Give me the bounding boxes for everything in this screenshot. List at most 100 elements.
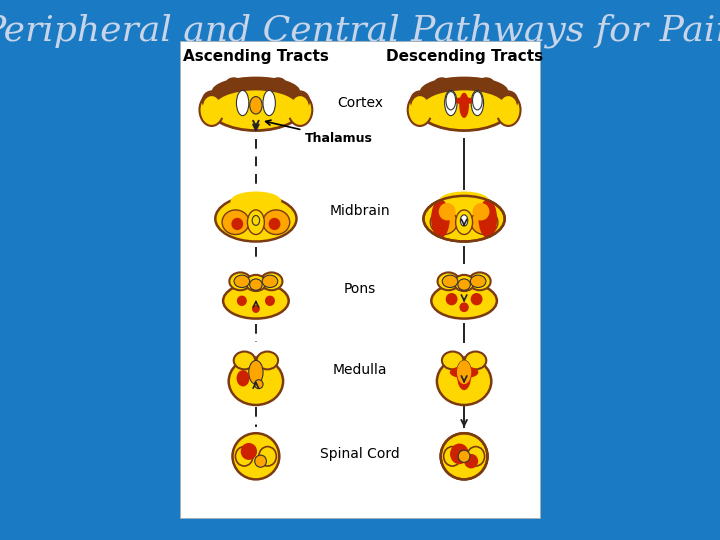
Ellipse shape [248,210,264,234]
Ellipse shape [423,196,505,241]
Ellipse shape [222,210,249,234]
Ellipse shape [237,370,249,387]
Ellipse shape [450,443,469,464]
Ellipse shape [234,352,255,369]
Ellipse shape [207,80,305,131]
Text: Descending Tracts: Descending Tracts [385,49,543,64]
Ellipse shape [262,275,278,287]
Ellipse shape [225,80,243,94]
Ellipse shape [467,447,485,466]
Ellipse shape [263,210,289,234]
Ellipse shape [479,77,494,87]
Ellipse shape [454,275,474,291]
Ellipse shape [496,94,521,126]
Ellipse shape [229,357,283,405]
Ellipse shape [250,97,262,114]
Ellipse shape [269,218,280,230]
Ellipse shape [420,77,508,106]
Text: Pons: Pons [344,282,376,296]
Ellipse shape [215,196,297,241]
FancyBboxPatch shape [181,40,539,518]
Ellipse shape [270,77,286,87]
Ellipse shape [236,90,249,116]
Ellipse shape [457,361,472,390]
Ellipse shape [470,275,486,287]
Ellipse shape [288,94,312,126]
Text: Cortex: Cortex [337,96,383,110]
Ellipse shape [203,96,220,119]
Ellipse shape [292,96,309,119]
Ellipse shape [441,433,487,480]
Ellipse shape [437,357,491,405]
Ellipse shape [469,272,490,290]
Ellipse shape [465,352,486,369]
Ellipse shape [223,283,289,319]
Ellipse shape [434,77,450,87]
Ellipse shape [498,90,518,111]
Ellipse shape [444,447,462,466]
Ellipse shape [459,302,469,312]
Ellipse shape [411,96,428,119]
Ellipse shape [471,90,484,116]
Ellipse shape [230,272,251,290]
Ellipse shape [246,275,266,291]
Text: Spinal Cord: Spinal Cord [320,447,400,461]
Text: Peripheral and Central Pathways for Pain: Peripheral and Central Pathways for Pain [0,14,720,48]
Ellipse shape [471,293,482,305]
Ellipse shape [458,450,470,462]
Ellipse shape [438,272,459,290]
Text: Ascending Tracts: Ascending Tracts [183,49,329,64]
Ellipse shape [290,90,310,111]
Ellipse shape [263,90,275,116]
Ellipse shape [250,279,262,290]
Ellipse shape [248,361,263,384]
Ellipse shape [479,199,497,238]
Ellipse shape [438,203,456,220]
Ellipse shape [199,94,224,126]
Ellipse shape [450,366,478,378]
Ellipse shape [233,433,279,480]
Ellipse shape [471,210,498,234]
Ellipse shape [237,295,247,306]
Text: Thalamus: Thalamus [266,120,373,145]
Ellipse shape [231,218,243,230]
Ellipse shape [269,80,287,94]
Ellipse shape [442,275,458,287]
Ellipse shape [477,80,495,94]
Ellipse shape [212,77,300,106]
Ellipse shape [431,199,450,238]
Ellipse shape [464,454,478,469]
Ellipse shape [408,94,432,126]
Ellipse shape [252,215,260,225]
Ellipse shape [255,455,266,467]
Ellipse shape [457,361,472,384]
Ellipse shape [433,80,451,94]
Ellipse shape [202,90,222,111]
Ellipse shape [453,97,475,104]
Ellipse shape [458,279,470,290]
Ellipse shape [442,352,464,369]
Ellipse shape [438,192,490,211]
Ellipse shape [422,90,506,125]
Ellipse shape [431,283,497,319]
Ellipse shape [234,275,250,287]
Ellipse shape [431,210,457,234]
Ellipse shape [459,93,469,118]
Ellipse shape [446,91,456,110]
Ellipse shape [214,90,298,125]
Ellipse shape [261,272,282,290]
Ellipse shape [265,295,275,306]
Ellipse shape [226,77,241,87]
Ellipse shape [446,293,457,305]
Ellipse shape [258,447,276,466]
Ellipse shape [254,380,263,389]
Ellipse shape [460,215,468,226]
Ellipse shape [472,203,490,220]
Ellipse shape [235,447,253,466]
Ellipse shape [445,90,457,116]
Ellipse shape [230,192,282,211]
Ellipse shape [456,210,472,234]
Text: Midbrain: Midbrain [330,204,390,218]
Ellipse shape [410,90,430,111]
Ellipse shape [256,352,278,369]
